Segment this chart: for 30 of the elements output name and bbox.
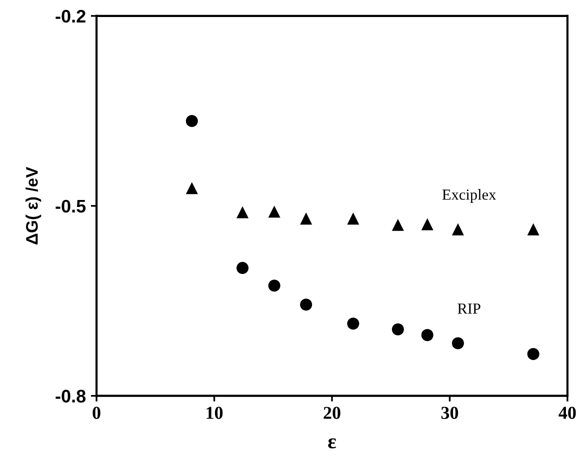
point bbox=[236, 262, 249, 274]
point bbox=[392, 218, 404, 231]
x-tick-label: 40 bbox=[558, 406, 576, 419]
y-tick-label: -0.8 bbox=[56, 390, 86, 403]
point bbox=[236, 206, 249, 218]
x-tick-label: 30 bbox=[441, 406, 458, 419]
x-tick-label: 20 bbox=[324, 406, 340, 419]
point bbox=[300, 212, 312, 225]
point bbox=[268, 206, 280, 218]
point bbox=[268, 280, 280, 292]
x-tick-label: 10 bbox=[206, 406, 223, 419]
series-label: Exciplex bbox=[442, 189, 496, 203]
point bbox=[392, 323, 404, 336]
point bbox=[452, 223, 464, 236]
point bbox=[347, 212, 360, 225]
y-axis-title: ΔG( ε) /eV bbox=[26, 166, 42, 244]
y-tick-label: -0.5 bbox=[56, 200, 86, 213]
point bbox=[452, 337, 464, 350]
y-tick-label: -0.2 bbox=[56, 10, 86, 23]
series-label: RIP bbox=[458, 304, 480, 314]
point bbox=[186, 115, 198, 128]
point bbox=[527, 223, 540, 236]
point bbox=[527, 348, 540, 360]
point bbox=[186, 182, 198, 194]
x-tick-label: 0 bbox=[92, 406, 100, 419]
point bbox=[421, 329, 434, 342]
point bbox=[300, 298, 312, 311]
point bbox=[421, 218, 434, 230]
point bbox=[347, 318, 360, 330]
x-axis-title: ε bbox=[328, 438, 336, 448]
